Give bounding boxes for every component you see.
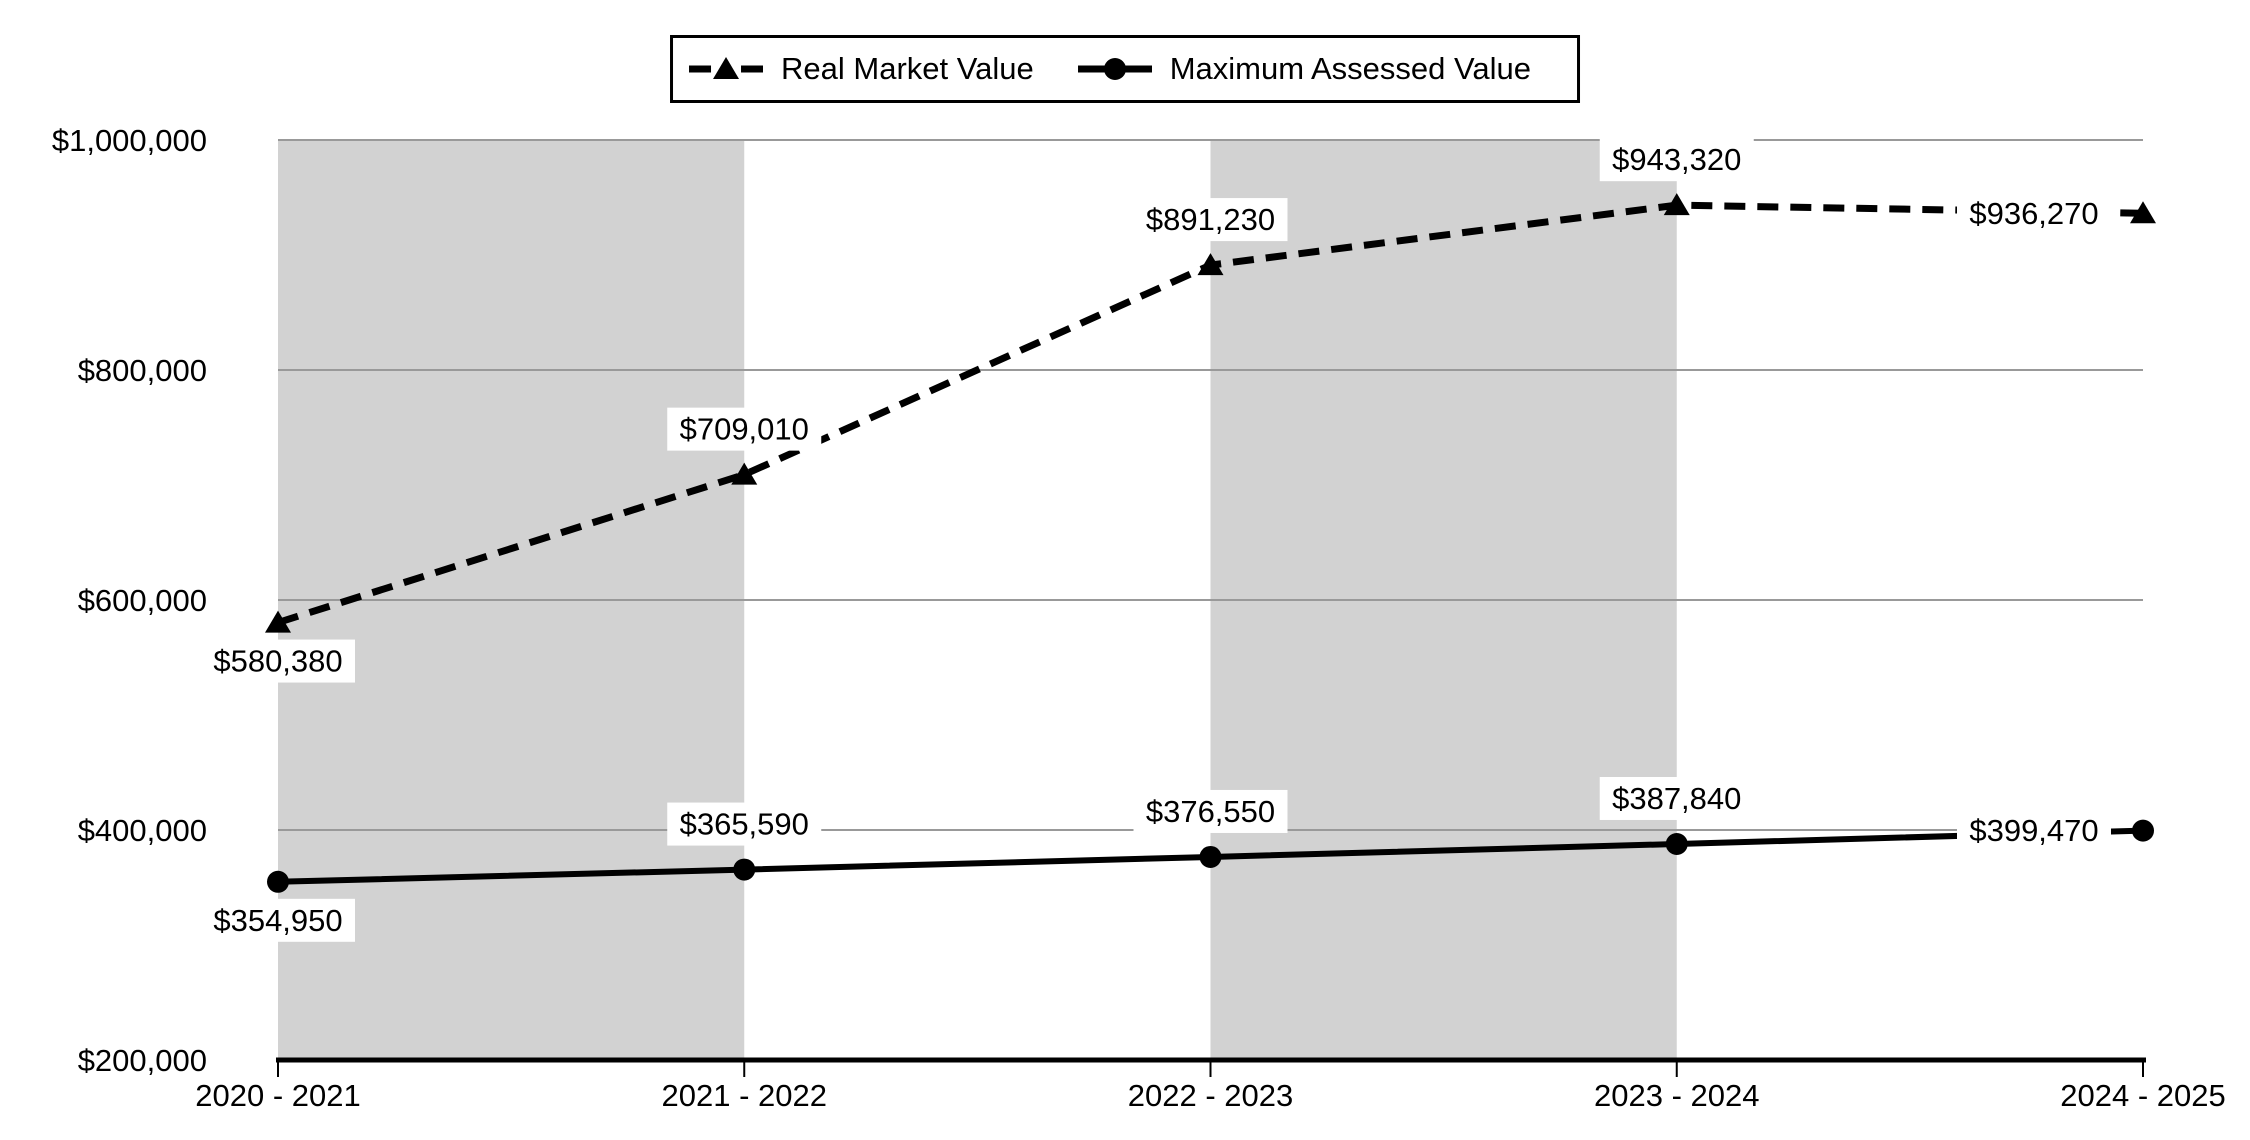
data-label: $399,470 bbox=[1969, 813, 2098, 848]
data-label-background bbox=[201, 898, 355, 942]
circle-marker bbox=[733, 858, 756, 881]
x-axis-tick-label: 2020 - 2021 bbox=[195, 1078, 360, 1113]
data-label: $387,840 bbox=[1612, 781, 1741, 816]
circle-marker bbox=[1665, 832, 1688, 855]
y-axis-tick-label: $1,000,000 bbox=[52, 123, 207, 158]
data-label-background bbox=[667, 407, 822, 451]
circle-marker bbox=[267, 870, 289, 893]
data-label-background bbox=[1957, 191, 2111, 235]
data-label-background bbox=[1133, 198, 1288, 242]
y-axis-tick-label: $600,000 bbox=[78, 583, 207, 618]
x-axis-tick-label: 2022 - 2023 bbox=[1128, 1078, 1293, 1113]
dashed-line-triangle-marker-icon bbox=[689, 57, 764, 79]
data-label: $365,590 bbox=[680, 807, 809, 842]
triangle-marker bbox=[731, 462, 758, 485]
legend-item-real-market-value: Real Market Value bbox=[689, 51, 1034, 87]
x-axis-tick-label: 2024 - 2025 bbox=[2060, 1078, 2225, 1113]
data-label: $709,010 bbox=[680, 412, 809, 447]
triangle-marker bbox=[265, 610, 291, 633]
legend-label-maximum-assessed-value: Maximum Assessed Value bbox=[1169, 51, 1531, 86]
legend-label-real-market-value: Real Market Value bbox=[781, 51, 1034, 86]
data-label: $891,230 bbox=[1146, 202, 1275, 237]
circle-marker bbox=[2132, 819, 2154, 842]
y-axis-tick-label: $200,000 bbox=[78, 1043, 207, 1078]
triangle-marker bbox=[1663, 193, 1690, 216]
data-label-background bbox=[1133, 789, 1288, 833]
data-label: $376,550 bbox=[1146, 794, 1275, 829]
legend-item-maximum-assessed-value: Maximum Assessed Value bbox=[1077, 51, 1531, 87]
x-axis-tick-label: 2023 - 2024 bbox=[1594, 1078, 1759, 1113]
data-label: $580,380 bbox=[213, 644, 342, 679]
triangle-marker bbox=[2130, 201, 2156, 224]
data-label: $943,320 bbox=[1612, 142, 1741, 177]
chart-legend: Real Market Value Maximum Assessed Value bbox=[670, 35, 1580, 103]
y-axis-tick-label: $400,000 bbox=[78, 813, 207, 848]
data-label-background bbox=[1599, 776, 1754, 820]
x-axis-tick-label: 2021 - 2022 bbox=[662, 1078, 827, 1113]
data-label-background bbox=[1957, 809, 2111, 853]
data-label-background bbox=[1599, 138, 1754, 182]
solid-line-circle-marker-icon bbox=[1077, 58, 1152, 80]
data-label-background bbox=[201, 639, 355, 683]
circle-marker bbox=[1199, 845, 1222, 868]
triangle-marker bbox=[1197, 253, 1224, 276]
data-label: $354,950 bbox=[213, 903, 342, 938]
y-axis-tick-label: $800,000 bbox=[78, 353, 207, 388]
data-label: $936,270 bbox=[1969, 196, 2098, 231]
data-label-background bbox=[667, 802, 822, 846]
